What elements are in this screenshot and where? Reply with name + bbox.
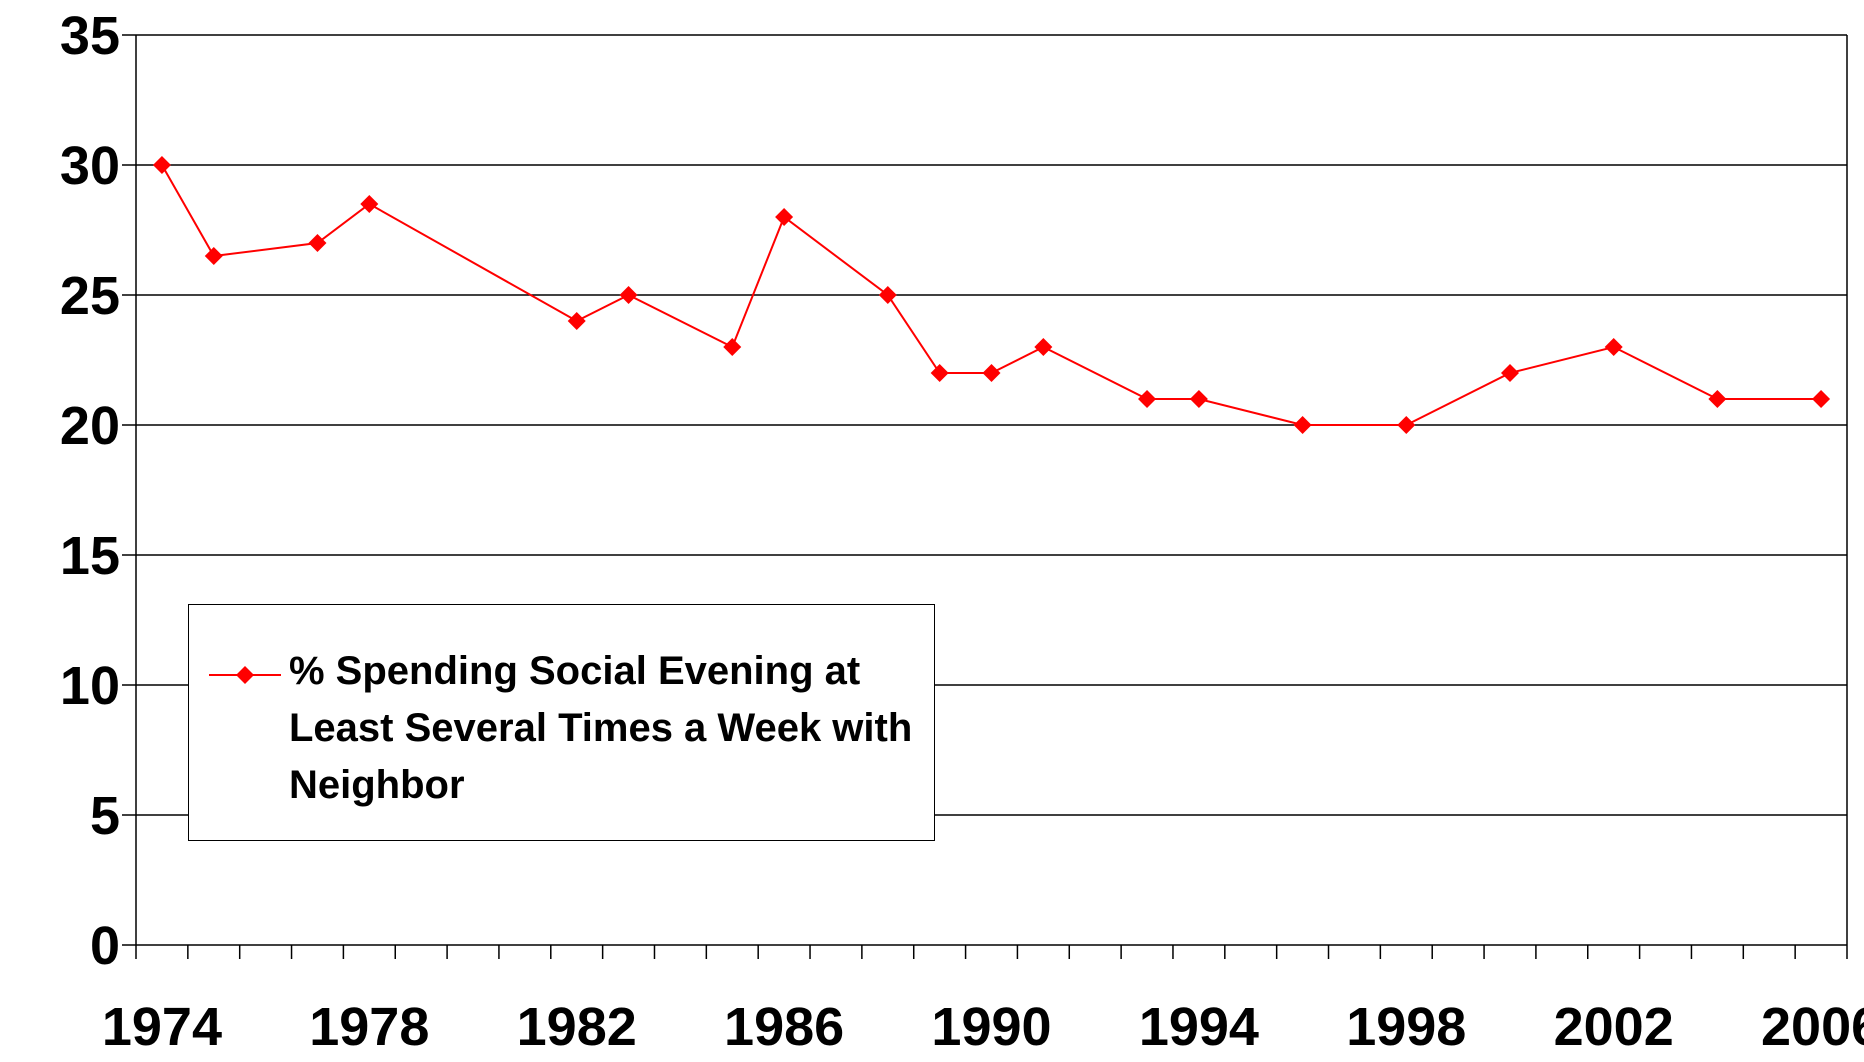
data-point: [567, 312, 586, 330]
y-tick-label: 10: [60, 656, 120, 716]
y-tick-label: 20: [60, 396, 120, 456]
x-tick-label: 1986: [724, 997, 844, 1057]
y-tick-label: 0: [90, 916, 120, 976]
data-point: [360, 195, 379, 213]
data-point: [1500, 364, 1519, 382]
x-tick-label: 1978: [309, 997, 429, 1057]
x-tick-label: 2002: [1554, 997, 1674, 1057]
data-point: [152, 156, 171, 174]
data-point: [1189, 390, 1208, 408]
data-point: [1604, 338, 1623, 356]
data-point: [723, 338, 742, 356]
x-tick-label: 1990: [931, 997, 1051, 1057]
x-tick-label: 1998: [1346, 997, 1466, 1057]
y-tick-label: 5: [90, 786, 120, 846]
data-point: [930, 364, 949, 382]
data-point: [1138, 390, 1157, 408]
data-point: [619, 286, 638, 304]
data-point: [1397, 416, 1416, 434]
data-point: [204, 247, 223, 265]
data-point: [1034, 338, 1053, 356]
y-tick-label: 30: [60, 136, 120, 196]
y-tick-label: 25: [60, 266, 120, 326]
data-point: [1293, 416, 1312, 434]
legend: % Spending Social Evening at Least Sever…: [188, 604, 935, 841]
x-tick-label: 1994: [1139, 997, 1259, 1057]
y-tick-label: 35: [60, 6, 120, 66]
data-point: [1812, 390, 1831, 408]
data-point: [1708, 390, 1727, 408]
y-tick-label: 15: [60, 526, 120, 586]
data-point: [878, 286, 897, 304]
x-tick-label: 1974: [102, 997, 222, 1057]
x-tick-label: 2006: [1761, 997, 1864, 1057]
data-point: [308, 234, 327, 252]
data-point: [775, 208, 794, 226]
legend-swatch: [209, 666, 281, 684]
legend-label: % Spending Social Evening at Least Sever…: [289, 649, 913, 807]
x-tick-label: 1982: [517, 997, 637, 1057]
series-line: [161, 164, 1822, 426]
data-point: [982, 364, 1001, 382]
